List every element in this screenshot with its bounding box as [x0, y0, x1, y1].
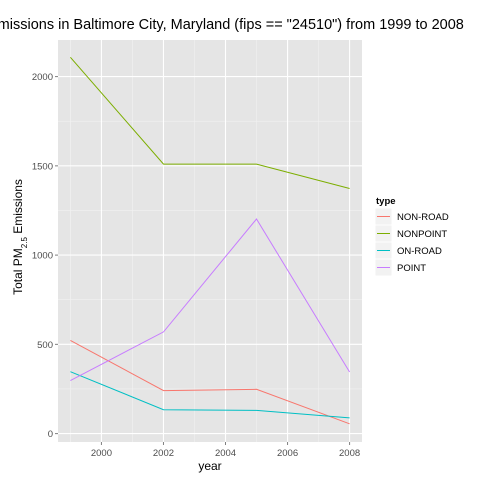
y-tick-label: 500 [37, 340, 53, 351]
series-line-nonpoint [70, 56, 350, 189]
x-tick-label: 2000 [91, 448, 112, 459]
y-axis-label: Total PM2.5 Emissions [11, 179, 29, 295]
series-line-non-road [70, 339, 350, 425]
legend: type NON-ROAD NONPOINT ON-ROAD POINT [374, 196, 449, 277]
plot-background [58, 40, 362, 442]
y-axis-label-tail: Emissions [11, 179, 25, 237]
plot-panel [58, 40, 362, 442]
y-axis-label-main: Total PM [11, 248, 25, 295]
chart-title: Emissions in Baltimore City, Maryland (f… [0, 17, 464, 33]
series-line-on-road [70, 371, 350, 419]
y-tick-label: 2000 [32, 72, 53, 83]
x-tick-label: 2004 [215, 448, 236, 459]
legend-item-label: NON-ROAD [397, 212, 449, 223]
y-tick-labels: 0 500 1000 1500 2000 [32, 72, 58, 440]
legend-item-label: NONPOINT [397, 229, 447, 240]
legend-item-label: ON-ROAD [397, 246, 442, 257]
x-axis-label: year [198, 459, 221, 473]
legend-title: type [376, 196, 396, 207]
y-tick-label: 0 [48, 429, 53, 440]
y-axis-label-subscript: 2.5 [20, 237, 29, 249]
x-tick-label: 2002 [153, 448, 174, 459]
legend-item-label: POINT [397, 263, 426, 274]
x-tick-label: 2006 [277, 448, 298, 459]
series-line-point [70, 218, 351, 382]
x-tick-label: 2008 [339, 448, 360, 459]
x-tick-labels: 2000 2002 2004 2006 2008 [91, 442, 360, 459]
y-tick-label: 1500 [32, 161, 53, 172]
y-tick-label: 1000 [32, 251, 53, 262]
